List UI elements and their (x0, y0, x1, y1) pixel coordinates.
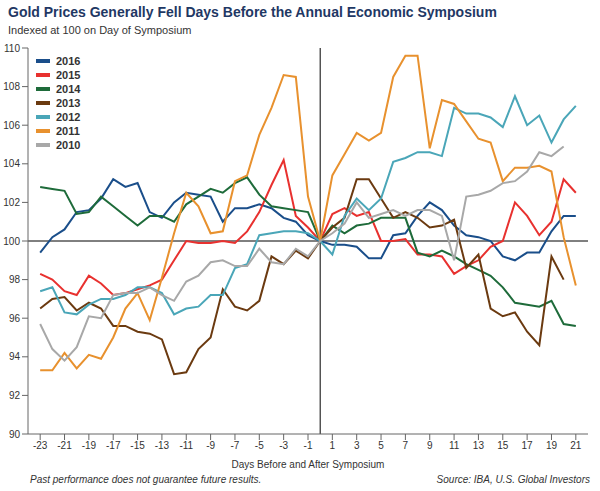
svg-text:108: 108 (8, 81, 20, 92)
svg-text:-9: -9 (206, 440, 215, 451)
html-text:2014: 2014 (56, 83, 81, 95)
svg-text:-21: -21 (57, 440, 72, 451)
svg-text:98: 98 (9, 274, 21, 285)
html-text:2012: 2012 (56, 111, 81, 123)
svg-text:11: 11 (449, 440, 460, 451)
html-text:Past performance does not guar: Past performance does not guarantee futu… (30, 474, 262, 485)
html-text:2015: 2015 (56, 69, 81, 81)
svg-text:-5: -5 (255, 440, 264, 451)
svg-text:104: 104 (8, 158, 20, 169)
svg-text:92: 92 (9, 390, 21, 401)
svg-text:-17: -17 (106, 440, 121, 451)
svg-text:1: 1 (330, 440, 336, 451)
html-text:Source: IBA, U.S. Global Inves: Source: IBA, U.S. Global Investors (436, 474, 590, 485)
html-text:Indexed at 100 on Day of Sympo: Indexed at 100 on Day of Symposium (8, 24, 192, 36)
html-text:2011: 2011 (56, 125, 80, 137)
svg-text:19: 19 (546, 440, 558, 451)
svg-text:13: 13 (473, 440, 485, 451)
svg-text:17: 17 (522, 440, 534, 451)
svg-text:Days Before and After Symposiu: Days Before and After Symposium (232, 459, 385, 470)
html-text:2016: 2016 (56, 55, 81, 67)
svg-text:-11: -11 (179, 440, 193, 451)
html-text:2013: 2013 (56, 97, 81, 109)
svg-text:110: 110 (8, 43, 20, 54)
svg-text:7: 7 (403, 440, 409, 451)
svg-text:5: 5 (378, 440, 384, 451)
svg-text:102: 102 (8, 197, 20, 208)
svg-text:-3: -3 (279, 440, 288, 451)
html-text:Gold Prices Generally Fell Day: Gold Prices Generally Fell Days Before t… (8, 4, 497, 20)
svg-text:94: 94 (9, 351, 21, 362)
svg-text:106: 106 (8, 120, 20, 131)
svg-text:-13: -13 (155, 440, 170, 451)
svg-text:-23: -23 (33, 440, 48, 451)
svg-text:90: 90 (9, 429, 21, 440)
svg-text:15: 15 (497, 440, 509, 451)
svg-text:-19: -19 (82, 440, 97, 451)
svg-text:96: 96 (9, 313, 21, 324)
svg-text:100: 100 (8, 236, 20, 247)
svg-text:3: 3 (354, 440, 360, 451)
svg-text:-7: -7 (231, 440, 240, 451)
svg-text:9: 9 (427, 440, 433, 451)
html-text:2010: 2010 (56, 139, 81, 151)
svg-text:-1: -1 (304, 440, 313, 451)
svg-text:-15: -15 (130, 440, 145, 451)
svg-text:21: 21 (570, 440, 582, 451)
